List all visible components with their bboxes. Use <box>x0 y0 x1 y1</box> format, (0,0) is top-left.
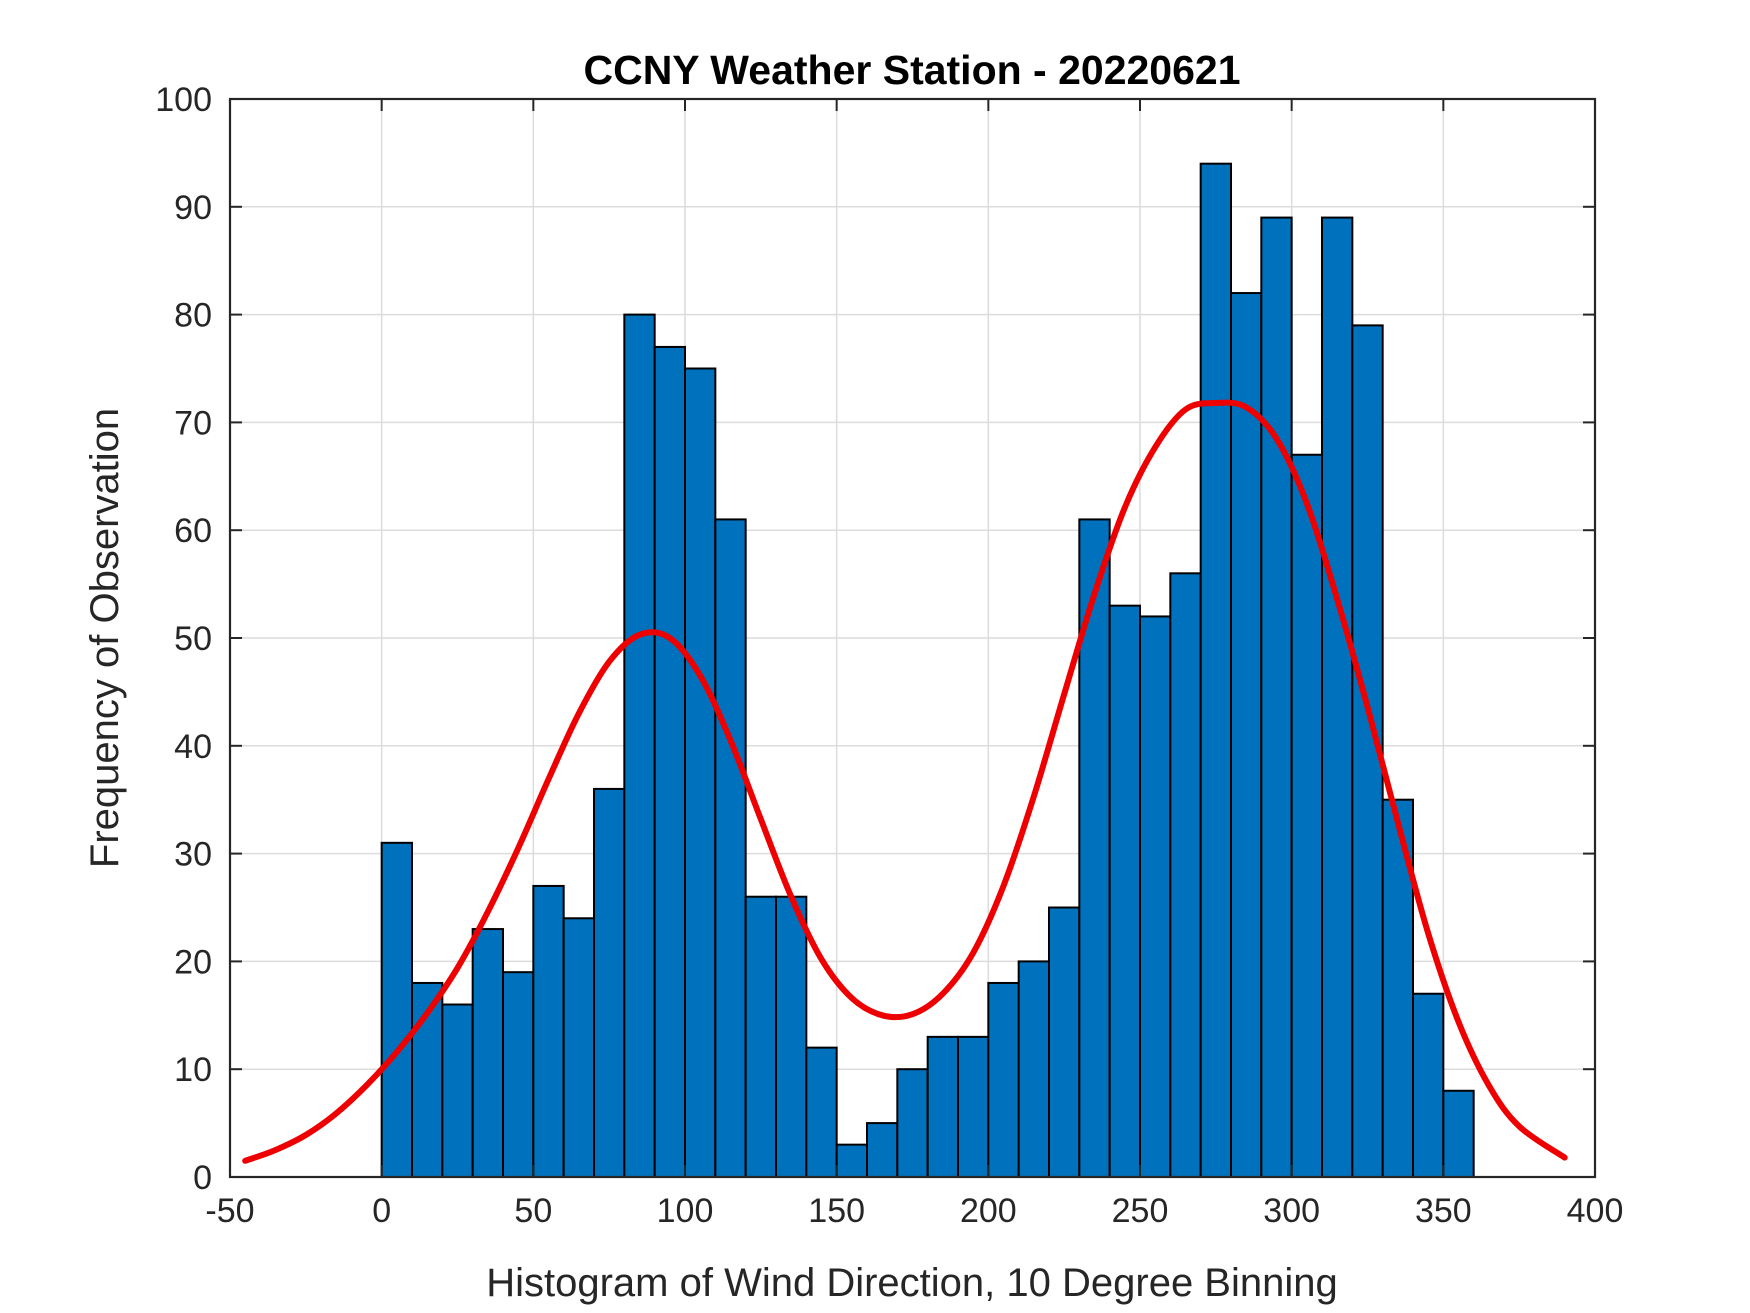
fit-curve-layer <box>242 399 1568 1164</box>
histogram-bar <box>562 917 596 1179</box>
x-tick-label: -50 <box>205 1192 254 1230</box>
x-tick-label: 150 <box>808 1192 865 1230</box>
y-tick-label: 10 <box>174 1051 212 1089</box>
histogram-bar <box>684 367 717 1178</box>
y-tick-label: 30 <box>174 836 212 874</box>
fit-curve-line <box>242 399 1568 1164</box>
y-tick-label: 80 <box>174 297 212 335</box>
x-tick-label: 0 <box>372 1192 391 1230</box>
histogram-bar <box>714 518 747 1178</box>
histogram-bar <box>1230 292 1263 1179</box>
histogram-bar <box>1048 906 1081 1178</box>
histogram-bar <box>1321 216 1354 1178</box>
y-tick-label: 50 <box>174 620 212 658</box>
histogram-bar <box>1199 162 1232 1178</box>
histogram-bar <box>380 841 413 1178</box>
histogram-bar <box>1017 960 1051 1179</box>
histogram-bar <box>1169 572 1202 1178</box>
y-tick-label: 0 <box>193 1159 212 1197</box>
y-tick-label: 60 <box>174 512 212 550</box>
histogram-bar <box>866 1122 899 1178</box>
y-tick-label: 90 <box>174 189 212 227</box>
x-tick-label: 350 <box>1415 1192 1472 1230</box>
histogram-bar <box>653 345 687 1178</box>
histogram-bar <box>593 787 626 1178</box>
histogram-bar <box>532 884 565 1178</box>
x-tick-label: 50 <box>514 1192 552 1230</box>
histogram-bar <box>1108 604 1141 1178</box>
histogram-bar <box>1442 1089 1475 1179</box>
histogram-bar <box>896 1068 929 1178</box>
x-axis-label: Histogram of Wind Direction, 10 Degree B… <box>486 1261 1338 1305</box>
histogram-bar <box>926 1035 960 1178</box>
histogram-bar <box>987 981 1020 1179</box>
x-tick-label: 400 <box>1567 1192 1624 1230</box>
x-tick-labels: -50 0 50 100 150 200 250 300 350 400 <box>205 1192 1623 1230</box>
y-axis-label: Frequency of Observation <box>83 408 127 868</box>
histogram-bar <box>957 1035 990 1178</box>
x-tick-label: 300 <box>1263 1192 1320 1230</box>
histogram-bar <box>1260 216 1293 1178</box>
y-tick-label: 70 <box>174 404 212 442</box>
histogram-bar <box>1290 453 1323 1178</box>
x-tick-label: 250 <box>1112 1192 1169 1230</box>
histogram-bar <box>502 971 535 1178</box>
histogram-bar <box>805 1046 838 1179</box>
histogram-bar <box>441 1003 474 1179</box>
x-tick-label: 200 <box>960 1192 1017 1230</box>
histogram-bar <box>744 895 778 1178</box>
histogram-bar <box>835 1143 869 1179</box>
histogram-bar <box>471 928 504 1178</box>
axis-ticks <box>229 98 1596 1178</box>
chart-title: CCNY Weather Station - 20220621 <box>583 47 1240 93</box>
y-tick-label: 100 <box>155 81 212 119</box>
histogram-bar <box>1412 992 1445 1178</box>
x-tick-label: 100 <box>657 1192 714 1230</box>
histogram-bar <box>1351 324 1384 1178</box>
y-tick-labels: 0 10 20 30 40 50 60 70 80 90 100 <box>155 81 212 1197</box>
histogram-bar <box>623 313 656 1179</box>
y-tick-label: 40 <box>174 728 212 766</box>
histogram-bar <box>775 895 808 1178</box>
histogram-bar <box>1139 615 1172 1178</box>
y-tick-label: 20 <box>174 943 212 981</box>
